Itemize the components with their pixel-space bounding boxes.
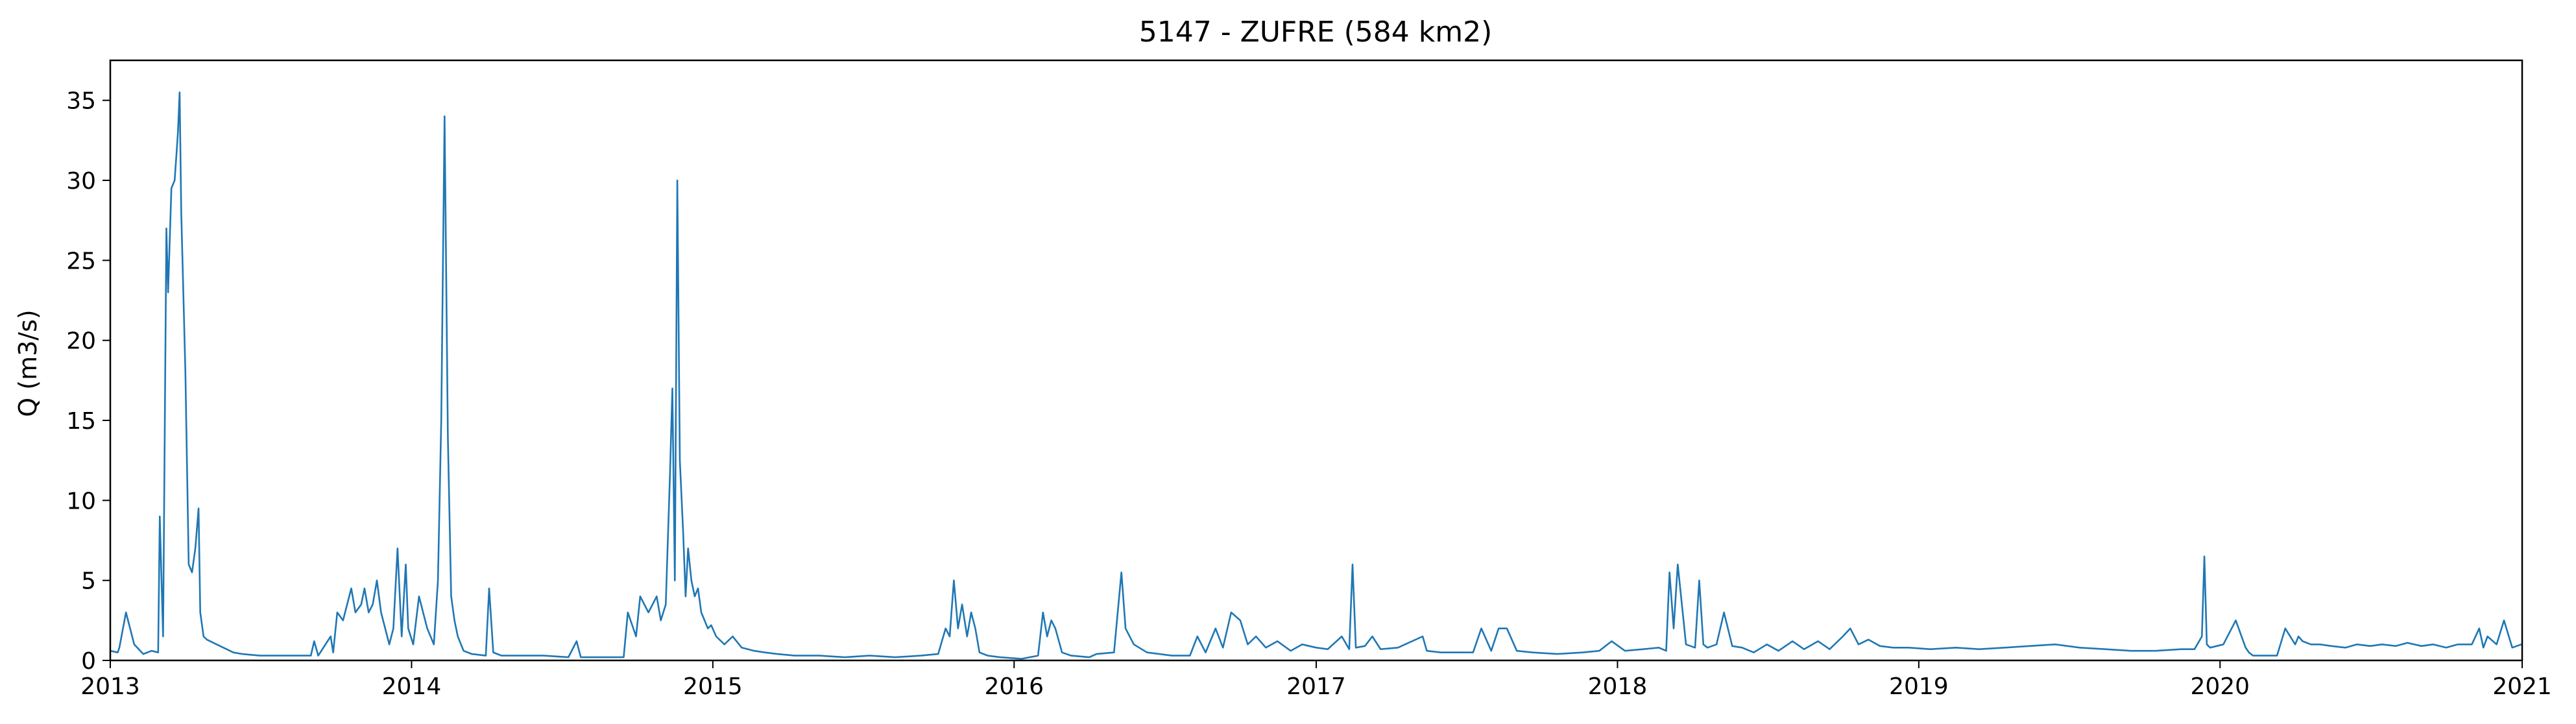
x-axis-ticks: 2013 2014 2015 2016 2017 2018 2019 2020 2021 <box>80 660 2552 700</box>
y-tick-label: 30 <box>66 168 96 195</box>
series-line-0 <box>110 91 2522 660</box>
x-tick-label: 2019 <box>1889 673 1949 700</box>
y-tick-label: 10 <box>66 488 96 514</box>
y-tick-label: 5 <box>81 568 96 595</box>
x-tick-label: 2015 <box>683 673 743 700</box>
y-tick-label: 0 <box>81 648 96 675</box>
y-tick-label: 15 <box>66 408 96 435</box>
x-tick-label: 2021 <box>2492 673 2552 700</box>
x-tick-label: 2016 <box>984 673 1044 700</box>
y-tick-label: 25 <box>66 248 96 274</box>
series-group <box>110 91 2522 660</box>
y-tick-label: 20 <box>66 328 96 355</box>
chart-title: 5147 - ZUFRE (584 km2) <box>1139 16 1492 49</box>
x-tick-label: 2018 <box>1588 673 1648 700</box>
y-axis-label: Q (m3/s) <box>14 309 42 416</box>
x-tick-label: 2017 <box>1286 673 1346 700</box>
x-tick-label: 2013 <box>80 673 140 700</box>
y-axis-ticks: 0 5 10 15 20 25 30 35 <box>66 88 110 675</box>
x-tick-label: 2020 <box>2190 673 2250 700</box>
y-tick-label: 35 <box>66 88 96 115</box>
x-tick-label: 2014 <box>382 673 442 700</box>
plot-frame <box>109 59 2523 662</box>
